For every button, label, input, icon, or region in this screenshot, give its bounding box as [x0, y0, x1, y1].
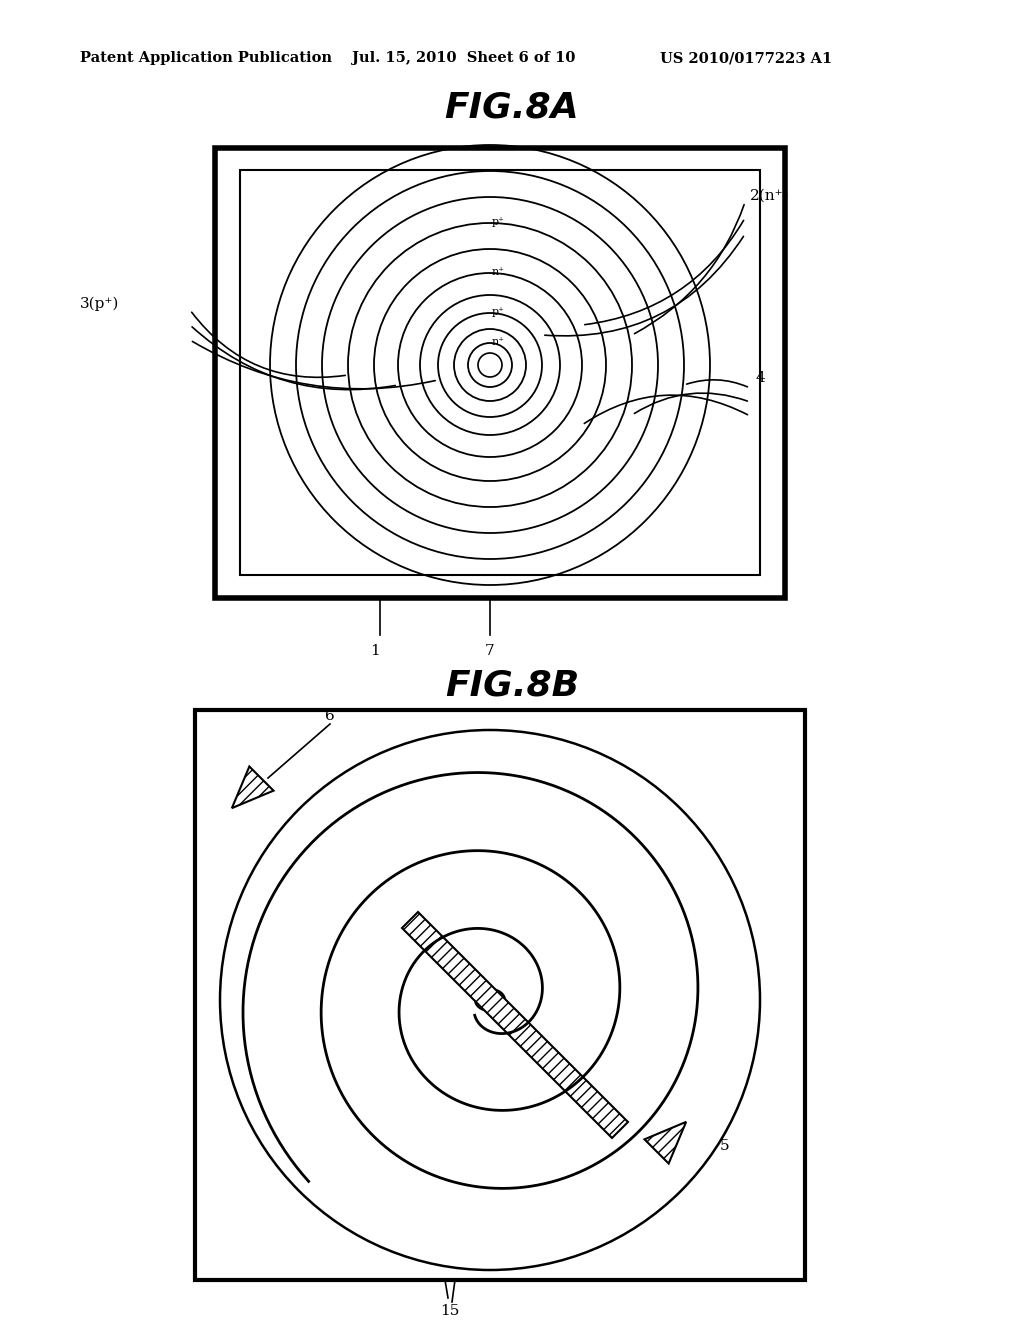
Text: 1: 1 [370, 644, 380, 657]
Circle shape [382, 892, 598, 1107]
Text: 4: 4 [756, 371, 766, 385]
Polygon shape [402, 912, 628, 1138]
Text: 6: 6 [326, 709, 335, 723]
Circle shape [452, 962, 528, 1038]
Circle shape [294, 804, 686, 1196]
Circle shape [408, 917, 572, 1082]
Circle shape [432, 942, 548, 1059]
Circle shape [354, 865, 626, 1137]
Polygon shape [231, 767, 273, 808]
Circle shape [324, 834, 656, 1166]
Text: 15: 15 [440, 1304, 460, 1317]
Circle shape [242, 752, 738, 1247]
Text: FIG.8B: FIG.8B [445, 668, 579, 702]
Polygon shape [644, 1122, 686, 1163]
Text: 7: 7 [485, 644, 495, 657]
Ellipse shape [475, 989, 505, 1011]
Text: n⁺: n⁺ [492, 267, 505, 277]
Text: 3(p⁺): 3(p⁺) [80, 297, 120, 312]
Text: 5: 5 [720, 1139, 730, 1152]
Bar [215, 148, 785, 598]
Text: p⁺: p⁺ [492, 308, 505, 317]
Circle shape [478, 352, 502, 378]
Circle shape [472, 982, 508, 1018]
Text: FIG.8A: FIG.8A [444, 91, 580, 125]
Text: Jul. 15, 2010  Sheet 6 of 10: Jul. 15, 2010 Sheet 6 of 10 [352, 51, 575, 65]
Bar [240, 170, 760, 576]
Text: 2(n⁺): 2(n⁺) [750, 189, 790, 203]
Circle shape [220, 730, 760, 1270]
Circle shape [268, 777, 712, 1222]
Text: n⁺: n⁺ [492, 337, 505, 347]
Text: p⁺: p⁺ [492, 216, 505, 227]
Text: US 2010/0177223 A1: US 2010/0177223 A1 [660, 51, 833, 65]
Bar [195, 710, 805, 1280]
Text: Patent Application Publication: Patent Application Publication [80, 51, 332, 65]
